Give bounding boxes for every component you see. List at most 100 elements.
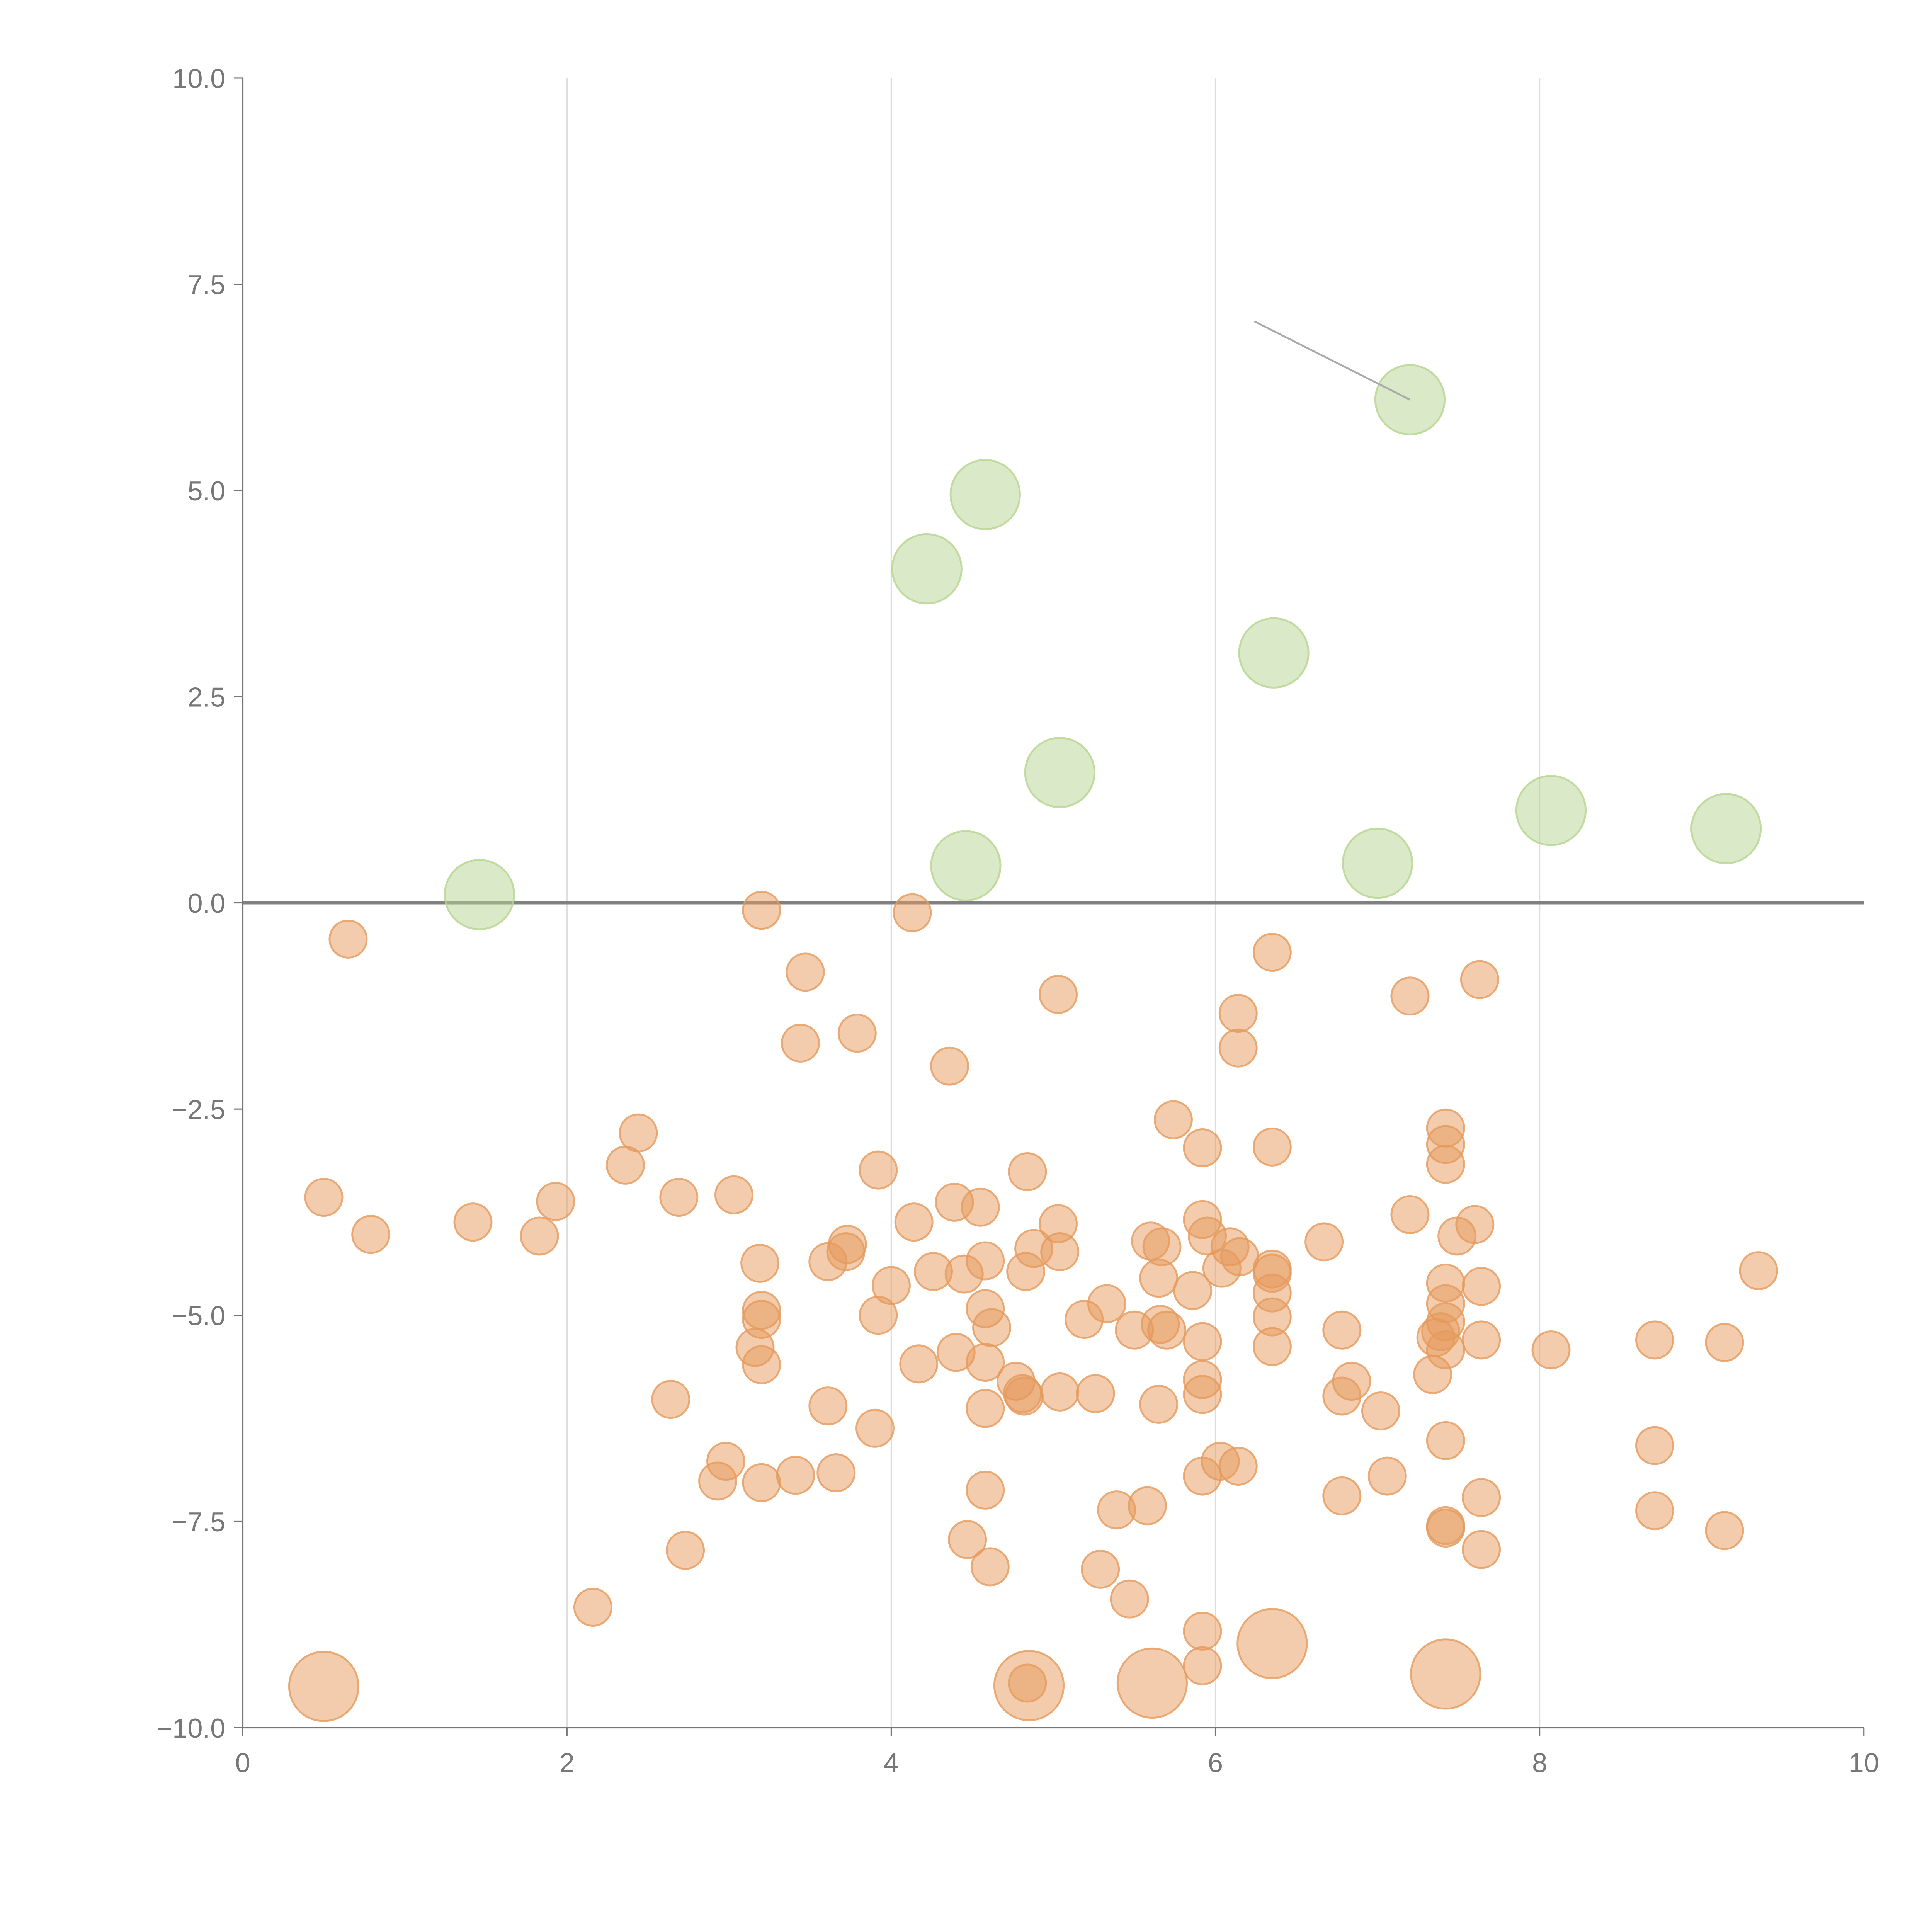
point-negative: [573, 1588, 612, 1627]
point-negative: [1087, 1284, 1126, 1323]
point-negative: [1739, 1251, 1778, 1291]
data-points: [288, 364, 1778, 1722]
y-tick-label: 0.0: [187, 888, 225, 918]
point-negative: [351, 1215, 391, 1254]
x-tick-label: 2: [560, 1748, 575, 1778]
point-negative: [1153, 1100, 1193, 1139]
point-negative: [1147, 1310, 1187, 1350]
point-negative: [786, 952, 825, 992]
point-negative: [1367, 1456, 1407, 1496]
point-negative: [859, 1150, 898, 1190]
point-negative: [328, 919, 368, 959]
x-tick-label: 6: [1208, 1748, 1223, 1778]
point-negative: [1361, 1391, 1400, 1430]
point-negative: [605, 1145, 645, 1185]
y-tick-label: 5.0: [187, 476, 225, 506]
point-positive: [930, 830, 1002, 901]
point-negative: [859, 1296, 898, 1335]
point-negative: [816, 1453, 856, 1493]
x-tick-label: 0: [235, 1748, 250, 1778]
point-negative: [855, 1408, 895, 1448]
point-negative: [714, 1175, 753, 1214]
point-negative: [666, 1531, 705, 1570]
point-negative: [948, 1520, 987, 1559]
point-negative: [1116, 1647, 1188, 1719]
x-tick-label: 4: [884, 1748, 899, 1778]
y-tick-label: −10.0: [156, 1713, 225, 1743]
point-negative: [894, 1202, 934, 1242]
x-tick-label: 8: [1532, 1748, 1547, 1778]
point-negative: [781, 1023, 820, 1063]
point-negative: [1426, 1421, 1465, 1460]
point-negative: [1252, 1127, 1292, 1167]
point-negative: [1173, 1271, 1213, 1310]
point-negative: [970, 1547, 1010, 1587]
point-negative: [1008, 1152, 1047, 1191]
point-negative: [1004, 1376, 1044, 1416]
point-negative: [899, 1344, 939, 1384]
point-negative: [961, 1187, 1000, 1227]
point-negative: [966, 1343, 1005, 1382]
point-negative: [1705, 1323, 1744, 1362]
point-negative: [1426, 1509, 1465, 1548]
annotation-line: [1254, 320, 1411, 401]
point-negative: [1635, 1491, 1674, 1531]
point-negative: [1332, 1362, 1371, 1401]
point-negative: [742, 1463, 781, 1502]
point-negative: [1390, 1195, 1430, 1234]
point-negative: [304, 1178, 344, 1217]
point-negative: [1322, 1476, 1362, 1515]
y-tick-label: −5.0: [172, 1300, 225, 1331]
point-positive: [891, 533, 963, 605]
point-negative: [742, 1345, 781, 1384]
point-negative: [776, 1456, 815, 1495]
y-tick-label: 7.5: [187, 269, 225, 300]
point-negative: [520, 1216, 559, 1256]
point-negative: [1039, 975, 1078, 1014]
x-tick-label: 10: [1849, 1748, 1879, 1778]
point-negative: [1705, 1511, 1744, 1550]
point-negative: [1252, 933, 1292, 972]
point-negative: [930, 1046, 969, 1086]
point-positive: [1515, 775, 1587, 846]
y-tick-label: 2.5: [187, 682, 225, 713]
point-negative: [1236, 1608, 1308, 1679]
point-negative: [1110, 1579, 1149, 1619]
point-negative: [1635, 1426, 1674, 1465]
point-negative: [1040, 1232, 1080, 1271]
y-tick-label: −7.5: [172, 1507, 225, 1537]
point-negative: [536, 1182, 575, 1221]
point-negative: [453, 1202, 493, 1242]
axes: 0 2 4 6 8 10 10.0 7.5 5.0 2.5 0.0 −2.5 −5.0 −7.5 −10.0: [156, 63, 1879, 1778]
point-negative: [1462, 1267, 1501, 1306]
point-negative: [1139, 1384, 1179, 1424]
y-tick-label: 10.0: [172, 63, 225, 94]
point-positive: [1690, 793, 1762, 864]
point-negative: [1076, 1374, 1115, 1413]
point-positive: [1238, 617, 1310, 689]
point-positive: [1024, 737, 1095, 808]
point-negative: [1390, 976, 1430, 1016]
point-positive: [444, 859, 515, 930]
point-negative: [706, 1442, 745, 1481]
point-negative: [966, 1241, 1005, 1281]
point-negative: [1183, 1375, 1222, 1414]
point-negative: [808, 1386, 848, 1426]
point-negative: [1460, 960, 1499, 999]
point-negative: [1462, 1320, 1501, 1360]
point-negative: [1531, 1330, 1571, 1369]
point-negative: [1218, 1028, 1258, 1068]
point-negative: [837, 1014, 877, 1053]
point-negative: [659, 1178, 699, 1217]
point-negative: [1252, 1327, 1292, 1366]
y-tick-label: −2.5: [172, 1094, 225, 1125]
point-negative: [1322, 1310, 1362, 1350]
point-negative: [1413, 1355, 1452, 1395]
point-negative: [1426, 1145, 1465, 1184]
point-negative: [1081, 1549, 1120, 1589]
point-negative: [1218, 994, 1258, 1033]
point-negative: [742, 891, 781, 930]
point-negative: [966, 1389, 1005, 1428]
point-positive: [1342, 827, 1413, 899]
